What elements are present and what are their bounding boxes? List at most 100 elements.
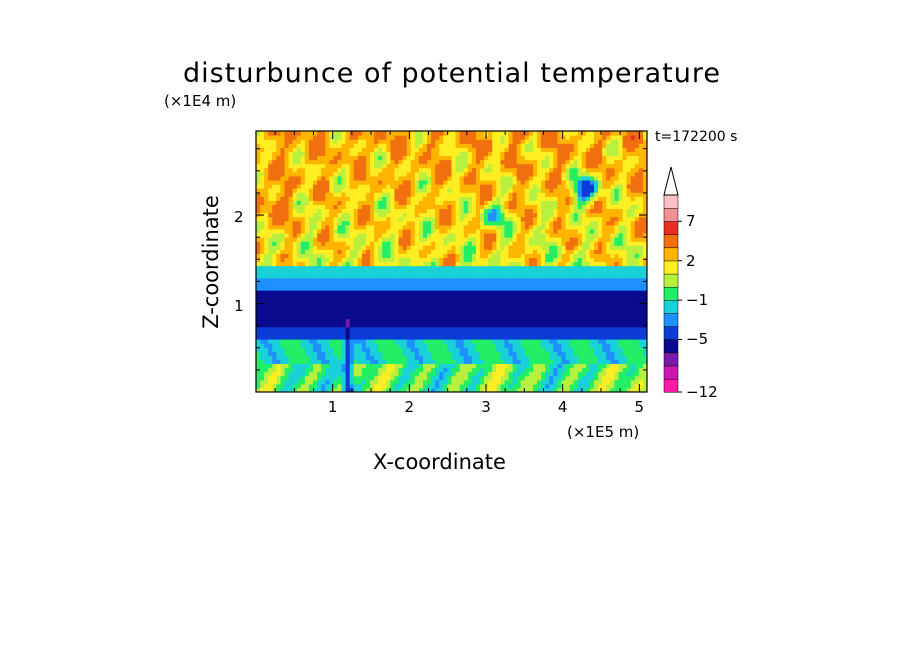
field-cell xyxy=(402,155,408,161)
field-cell xyxy=(349,294,355,299)
field-cell xyxy=(504,265,510,271)
field-cell xyxy=(467,151,473,157)
field-cell xyxy=(463,188,469,193)
field-cell xyxy=(447,273,453,279)
field-cell xyxy=(443,322,449,328)
field-cell xyxy=(276,367,282,373)
field-cell xyxy=(475,359,481,365)
field-cell xyxy=(353,355,359,360)
field-cell xyxy=(345,220,351,226)
field-cell xyxy=(480,237,485,242)
field-cell xyxy=(382,375,387,381)
field-cell xyxy=(488,322,493,328)
field-cell xyxy=(333,359,339,365)
field-cell xyxy=(386,139,391,144)
field-cell xyxy=(496,245,501,250)
field-cell xyxy=(378,155,383,161)
field-cell xyxy=(382,237,387,242)
field-cell xyxy=(561,155,567,161)
field-cell xyxy=(313,310,318,316)
field-cell xyxy=(524,326,530,332)
field-cell xyxy=(341,241,347,246)
field-cell xyxy=(365,290,371,295)
field-cell xyxy=(398,334,404,340)
field-cell xyxy=(459,241,465,246)
field-cell xyxy=(447,326,453,332)
field-cell xyxy=(561,375,567,381)
field-cell xyxy=(447,306,453,312)
field-cell xyxy=(553,318,558,324)
field-cell xyxy=(508,383,514,389)
field-cell xyxy=(488,192,493,197)
field-cell xyxy=(471,237,477,242)
field-cell xyxy=(410,208,416,214)
field-cell xyxy=(382,228,387,234)
field-cell xyxy=(345,314,351,320)
field-cell xyxy=(557,318,563,324)
field-cell xyxy=(288,318,294,324)
field-cell xyxy=(374,135,379,140)
field-cell xyxy=(475,298,481,303)
field-cell xyxy=(557,131,563,136)
field-cell xyxy=(528,200,534,206)
field-cell xyxy=(516,151,522,157)
field-cell xyxy=(329,184,334,189)
field-cell xyxy=(553,294,558,299)
field-cell xyxy=(337,383,343,389)
field-cell xyxy=(365,269,371,275)
field-cell xyxy=(374,359,379,365)
field-cell xyxy=(484,253,489,259)
field-cell xyxy=(374,257,379,263)
field-cell xyxy=(345,306,351,312)
field-cell xyxy=(402,359,408,365)
field-cell xyxy=(313,171,318,177)
field-cell xyxy=(418,363,424,369)
field-cell xyxy=(528,196,534,201)
field-cell xyxy=(439,188,444,193)
field-cell xyxy=(553,277,558,283)
field-cell xyxy=(386,387,391,392)
field-cell xyxy=(451,306,457,312)
field-cell xyxy=(365,261,371,267)
field-cell xyxy=(321,192,326,197)
field-cell xyxy=(394,224,400,230)
field-cell xyxy=(357,351,363,356)
field-cell xyxy=(345,281,351,287)
field-cell xyxy=(569,249,575,254)
field-cell xyxy=(443,216,449,222)
field-cell xyxy=(313,387,318,392)
field-cell xyxy=(386,330,391,336)
field-cell xyxy=(317,269,322,275)
field-cell xyxy=(329,216,334,222)
field-cell xyxy=(390,220,396,226)
field-cell xyxy=(528,281,534,287)
field-cell xyxy=(317,167,322,173)
field-cell xyxy=(545,257,550,263)
field-cell xyxy=(524,367,530,373)
field-cell xyxy=(280,179,286,185)
field-cell xyxy=(524,290,530,295)
field-cell xyxy=(341,334,347,340)
field-cell xyxy=(427,184,432,189)
field-cell xyxy=(451,163,457,169)
field-cell xyxy=(528,188,534,193)
field-cell xyxy=(325,208,330,214)
field-cell xyxy=(451,245,457,250)
field-cell xyxy=(455,167,461,173)
field-cell xyxy=(272,159,277,165)
field-cell xyxy=(451,269,457,275)
field-cell xyxy=(345,171,351,177)
field-cell xyxy=(422,261,428,267)
field-cell xyxy=(524,343,530,348)
field-cell xyxy=(317,135,322,140)
field-cell xyxy=(308,139,314,144)
field-cell xyxy=(447,212,453,218)
field-cell xyxy=(370,318,375,324)
field-cell xyxy=(333,330,339,336)
field-cell xyxy=(528,326,534,332)
field-cell xyxy=(418,163,424,169)
field-cell xyxy=(467,159,473,165)
field-cell xyxy=(317,200,322,206)
field-cell xyxy=(459,237,465,242)
field-cell xyxy=(504,261,510,267)
